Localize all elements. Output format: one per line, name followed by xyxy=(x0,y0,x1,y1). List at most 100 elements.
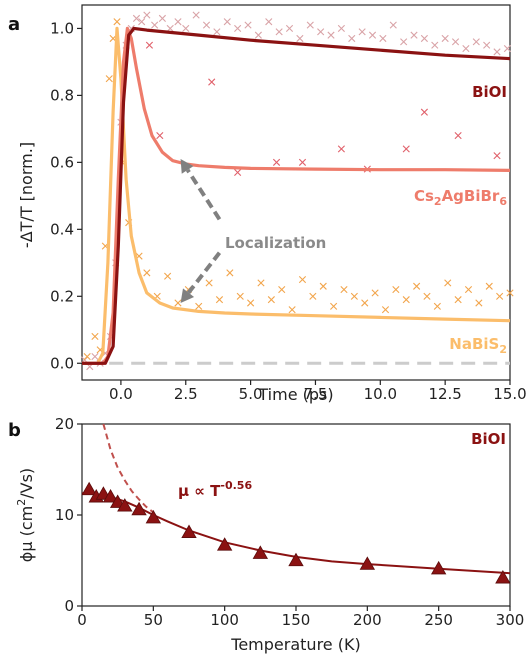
data-point-bioi xyxy=(379,34,387,43)
data-point-nabis2 xyxy=(330,302,338,310)
data-point-nabis2 xyxy=(91,332,99,341)
data-point-triangle xyxy=(288,552,304,567)
fit-dashed-power-law xyxy=(102,423,154,514)
data-point-bioi xyxy=(389,21,397,29)
data-point-bioi xyxy=(451,38,460,46)
data-point-nabis2 xyxy=(423,292,431,300)
data-point-triangle xyxy=(359,556,376,570)
data-point-nabis2 xyxy=(247,299,255,307)
data-point-nabis2 xyxy=(226,269,234,277)
data-point-bioi xyxy=(503,44,511,53)
data-point-cs2agbibr6 xyxy=(156,131,164,140)
panel-b-points xyxy=(81,481,511,584)
data-point-bioi xyxy=(400,38,408,46)
data-point-bioi xyxy=(158,14,167,22)
panel-a-frame xyxy=(81,4,511,381)
data-point-nabis2 xyxy=(174,299,182,307)
data-point-nabis2 xyxy=(444,279,452,287)
x-tick-label: 300 xyxy=(496,611,525,629)
y-tick-label: 10 xyxy=(55,506,74,524)
data-point-nabis2 xyxy=(475,299,483,307)
x-tick-label: 7.5 xyxy=(304,385,328,403)
data-point-nabis2 xyxy=(298,275,307,284)
fit-line-cs2agbibr6 xyxy=(82,26,511,365)
y-tick-label: 20 xyxy=(55,415,74,433)
data-point-bioi xyxy=(472,38,480,46)
data-point-cs2agbibr6 xyxy=(272,158,281,166)
panel-a-ticks: 0.0 2.5 5.0 7.5 10.0 12.5 15.0 0.0 0.2 0.4 0.6 0.8 1… xyxy=(50,19,527,403)
data-point-triangle xyxy=(81,481,97,496)
label-cs2-sub2: 6 xyxy=(499,195,507,208)
data-point-bioi xyxy=(151,21,159,29)
label-cs2-mid: AgBiBr xyxy=(442,187,500,205)
data-point-bioi xyxy=(192,11,200,19)
data-point-bioi xyxy=(132,14,141,22)
label-na-main: NaBiS xyxy=(449,335,499,353)
y-tick-label: 1.0 xyxy=(50,19,74,37)
data-point-nabis2 xyxy=(392,286,400,294)
data-point-bioi xyxy=(265,18,273,26)
data-point-cs2agbibr6 xyxy=(337,145,345,153)
data-point-nabis2 xyxy=(506,289,514,297)
data-point-bioi xyxy=(306,21,314,29)
data-point-triangle xyxy=(495,569,511,584)
localization-arrow-head-1 xyxy=(180,159,194,174)
data-point-cs2agbibr6 xyxy=(454,131,462,140)
data-point-cs2agbibr6 xyxy=(402,145,410,153)
label-cs2-main: Cs xyxy=(414,187,434,205)
fit-line-bioi xyxy=(82,26,511,365)
x-tick-label: 15.0 xyxy=(493,385,526,403)
data-point-bioi xyxy=(368,31,377,39)
data-point-bioi xyxy=(91,352,99,361)
panel-b-ylabel-end: /Vs) xyxy=(17,468,36,499)
panel-label-b: b xyxy=(8,420,21,441)
data-point-nabis2 xyxy=(340,286,348,294)
data-point-nabis2 xyxy=(288,306,296,314)
data-point-nabis2 xyxy=(350,292,358,300)
data-point-triangle xyxy=(145,509,162,524)
data-point-bioi xyxy=(223,18,231,26)
panel-label-a: a xyxy=(8,14,20,35)
panel-b-plot: 0 50 100 150 200 250 300 0 10 20 xyxy=(55,415,524,629)
data-point-bioi xyxy=(462,44,470,53)
data-point-nabis2 xyxy=(496,292,504,300)
panel-b-ylabel: ϕμ (cm2/Vs) xyxy=(15,468,36,562)
x-tick-label: 50 xyxy=(144,611,163,629)
data-point-cs2agbibr6 xyxy=(493,152,501,160)
data-point-nabis2 xyxy=(413,282,421,290)
data-point-cs2agbibr6 xyxy=(145,41,154,49)
label-na-sub: 2 xyxy=(499,343,507,356)
y-tick-label: 0.4 xyxy=(50,220,74,238)
data-point-bioi xyxy=(174,18,182,26)
data-point-bioi xyxy=(483,41,491,49)
y-tick-label: 0 xyxy=(64,597,74,615)
data-point-bioi xyxy=(143,11,151,19)
x-tick-label: 0.0 xyxy=(109,385,133,403)
label-cs2-sub1: 2 xyxy=(434,195,442,208)
data-point-nabis2 xyxy=(361,299,369,307)
data-point-nabis2 xyxy=(371,289,379,297)
data-point-bioi xyxy=(327,31,335,39)
data-point-nabis2 xyxy=(236,292,244,300)
y-tick-label: 0.8 xyxy=(50,86,74,104)
data-point-nabis2 xyxy=(113,18,121,26)
data-point-bioi xyxy=(358,28,366,36)
data-point-triangle xyxy=(252,545,269,559)
data-point-nabis2 xyxy=(215,296,224,304)
x-tick-label: 100 xyxy=(210,611,239,629)
data-point-nabis2 xyxy=(105,75,113,83)
data-point-nabis2 xyxy=(83,352,91,361)
panel-a-xlabel: Time (ps) xyxy=(257,385,333,404)
data-point-triangle xyxy=(131,501,147,516)
data-point-bioi xyxy=(213,28,221,36)
data-point-nabis2 xyxy=(257,279,265,287)
x-tick-label: 150 xyxy=(282,611,311,629)
data-point-bioi xyxy=(275,28,283,36)
data-point-bioi xyxy=(337,24,345,33)
data-point-nabis2 xyxy=(464,286,473,294)
data-point-bioi xyxy=(493,48,501,56)
data-point-nabis2 xyxy=(319,282,327,290)
panel-a-plot: 0.0 2.5 5.0 7.5 10.0 12.5 15.0 0.0 0.2 0.4 0.6 0.8 1… xyxy=(50,4,527,403)
data-point-bioi xyxy=(285,24,294,33)
power-law-main: μ ∝ T xyxy=(178,482,221,500)
